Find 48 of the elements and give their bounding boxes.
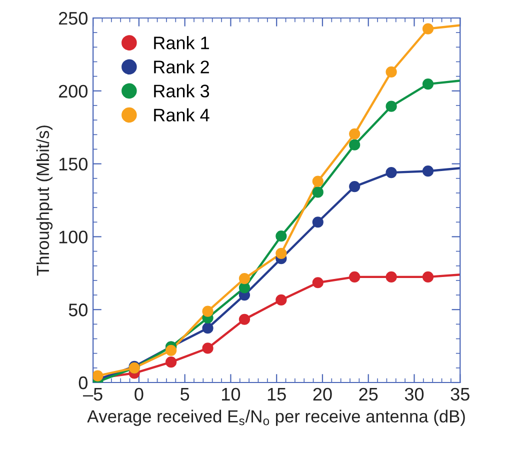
point <box>386 66 397 78</box>
y-tick-label: 50 <box>68 304 88 316</box>
x-tick-label: 35 <box>450 388 470 401</box>
point <box>166 344 177 356</box>
x-axis-title: Average received E$_{s}$/N$_{o}$ per receive antenna (dB) <box>87 410 465 426</box>
point <box>349 180 360 192</box>
point <box>422 271 434 282</box>
y-tick-label: 200 <box>58 84 88 98</box>
point <box>386 271 397 282</box>
point <box>312 216 324 228</box>
point <box>238 272 250 284</box>
x-tick-label: 20 <box>313 388 332 401</box>
point <box>349 139 360 150</box>
x-tick-label: 0 <box>134 388 144 401</box>
point <box>422 23 434 34</box>
legend-label: Rank 1 <box>154 36 209 50</box>
legend-label: Rank 4 <box>154 108 210 122</box>
y-axis-title: Throughput (Mbit/s) <box>36 126 53 276</box>
point <box>386 100 397 112</box>
point <box>276 230 287 242</box>
point <box>349 128 360 140</box>
point <box>422 166 434 177</box>
point <box>386 166 397 178</box>
point <box>202 322 214 334</box>
y-tick-label: 150 <box>59 158 88 171</box>
y-tick-label: 100 <box>59 230 88 244</box>
x-tick-label: –5 <box>83 388 102 401</box>
point <box>276 248 287 260</box>
point <box>349 271 360 282</box>
point <box>422 78 434 90</box>
x-tick-label: 5 <box>180 388 190 401</box>
x-tick-label: 15 <box>268 388 286 401</box>
point <box>276 294 287 306</box>
x-tick-label: 10 <box>222 388 240 401</box>
point <box>166 356 177 368</box>
point <box>312 176 324 187</box>
legend-label: Rank 3 <box>154 84 210 98</box>
point <box>238 282 250 294</box>
x-tick-label: 30 <box>404 388 424 401</box>
y-tick-label: 250 <box>58 12 88 25</box>
point <box>202 306 214 317</box>
point <box>312 186 324 198</box>
x-tick-label: 25 <box>359 388 378 401</box>
point <box>202 342 214 354</box>
point <box>312 277 324 288</box>
y-tick-label: 0 <box>78 376 88 390</box>
point <box>238 314 250 325</box>
legend-label: Rank 2 <box>154 60 209 74</box>
